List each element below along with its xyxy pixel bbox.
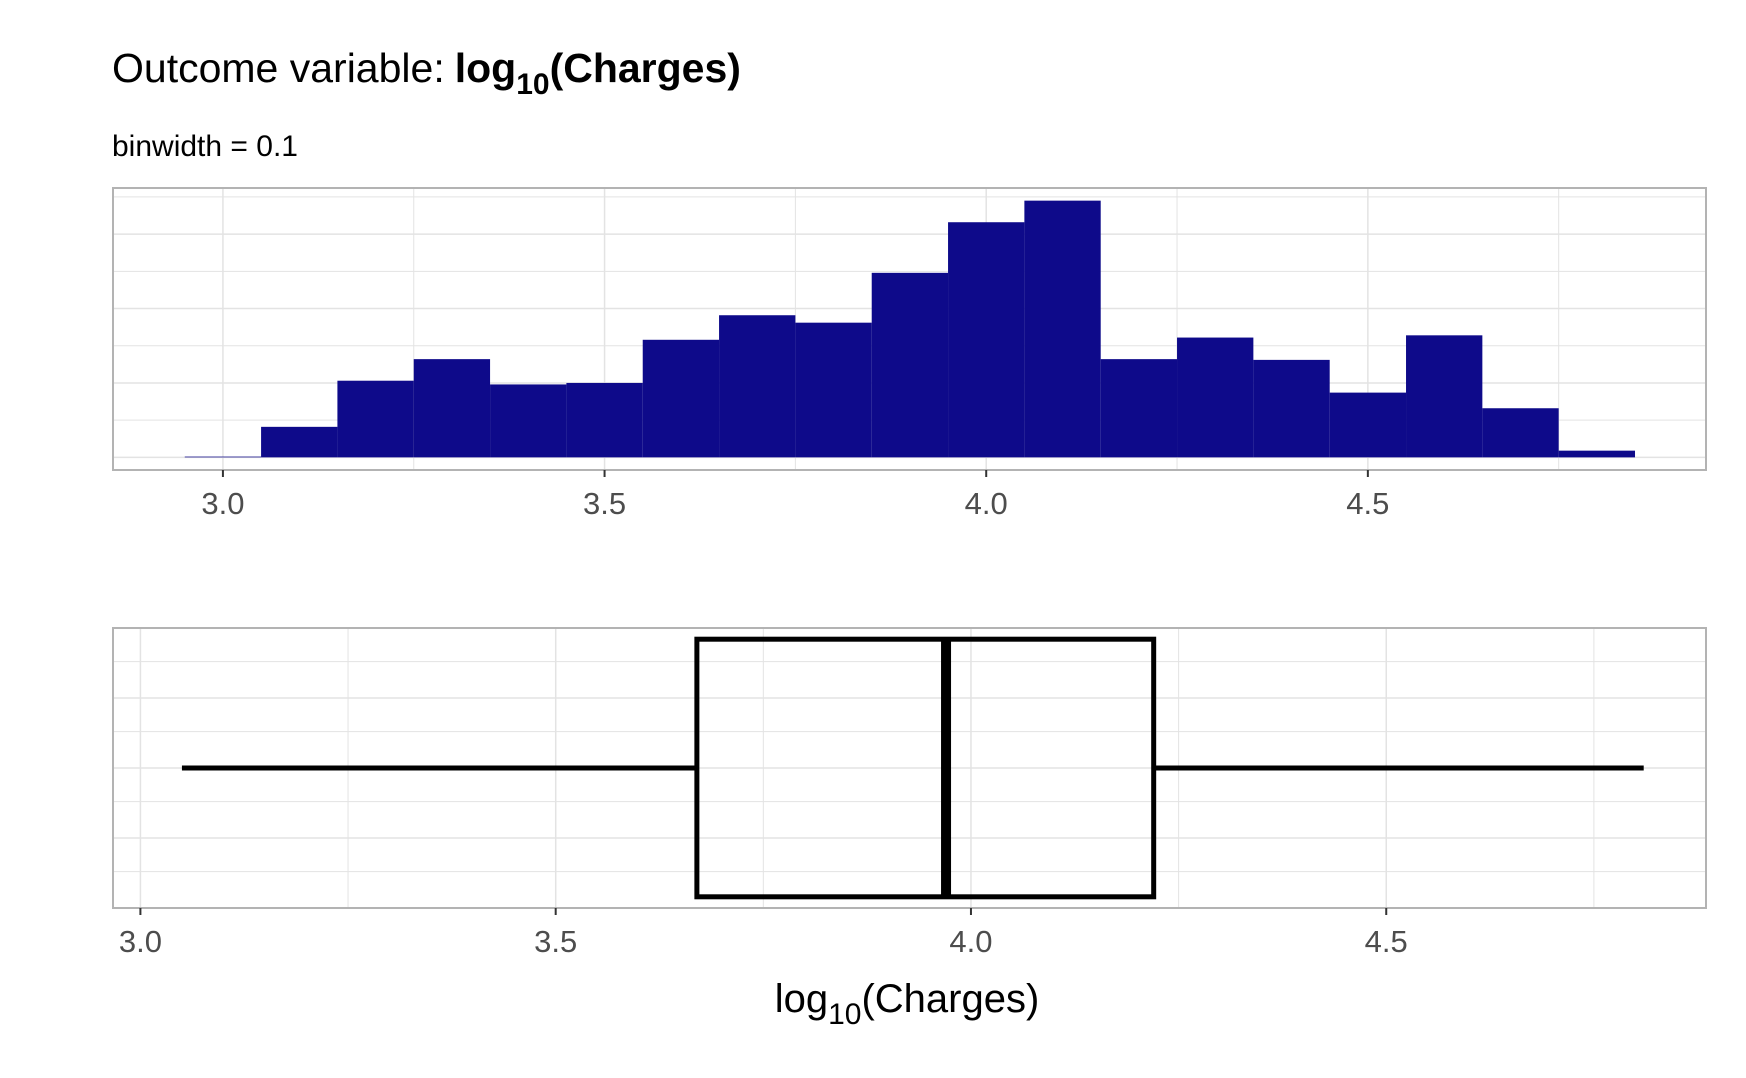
histogram-bar [490,384,567,458]
histogram-bars [184,200,1636,458]
histogram-bar [184,456,262,458]
histogram-panel-border [112,187,1707,471]
boxplot-marks [181,636,1644,900]
histogram-bar [948,222,1025,458]
histogram-bar [1329,392,1407,458]
histogram-x-ticks: 3.0 3.5 4.0 4.5 [201,470,1389,521]
boxplot-x-tick-label: 3.0 [119,924,162,959]
chart-title-fn: log [455,45,516,91]
histogram-bar [642,339,720,458]
boxplot-x-ticks: 3.0 3.5 4.0 4.5 [119,908,1408,959]
histogram-bar [261,426,338,458]
histogram-x-tick-label: 4.5 [1346,486,1389,521]
histogram-bar [1024,200,1101,458]
boxplot-x-tick-label: 3.5 [534,924,577,959]
boxplot-panel-border [112,627,1707,909]
chart-title-arg: (Charges) [550,45,741,91]
histogram-x-tick-label: 4.0 [965,486,1008,521]
histogram-panel: 3.0 3.5 4.0 4.5 [112,187,1707,521]
histogram-bar [1406,335,1483,458]
boxplot-x-tick-label: 4.0 [949,924,992,959]
x-axis-label: log10(Charges) [775,977,1040,1031]
histogram-bar [337,380,414,458]
histogram-bar [413,359,491,458]
boxplot-panel: 3.0 3.5 4.0 4.5 [112,627,1707,959]
histogram-bar [795,322,872,458]
histogram-bar [1100,359,1178,458]
histogram-bar [1558,450,1636,458]
boxplot-x-tick-label: 4.5 [1365,924,1408,959]
chart-title: Outcome variable: log10(Charges) [112,45,741,101]
x-axis-label-sub: 10 [828,998,861,1031]
histogram-bar [871,272,949,458]
histogram-bar [1177,337,1254,458]
histogram-bar [566,382,643,458]
boxplot-box [694,636,1157,900]
chart-title-prefix: Outcome variable: [112,45,445,91]
x-axis-label-fn: log [775,977,828,1021]
histogram-x-tick-label: 3.5 [583,486,626,521]
x-axis-label-arg: (Charges) [861,977,1039,1021]
histogram-bar [1253,359,1330,458]
histogram-bar [1482,408,1559,458]
histogram-x-tick-label: 3.0 [201,486,244,521]
chart-title-sub: 10 [516,68,549,101]
chart-subtitle: binwidth = 0.1 [112,130,298,163]
histogram-bar [719,315,796,458]
